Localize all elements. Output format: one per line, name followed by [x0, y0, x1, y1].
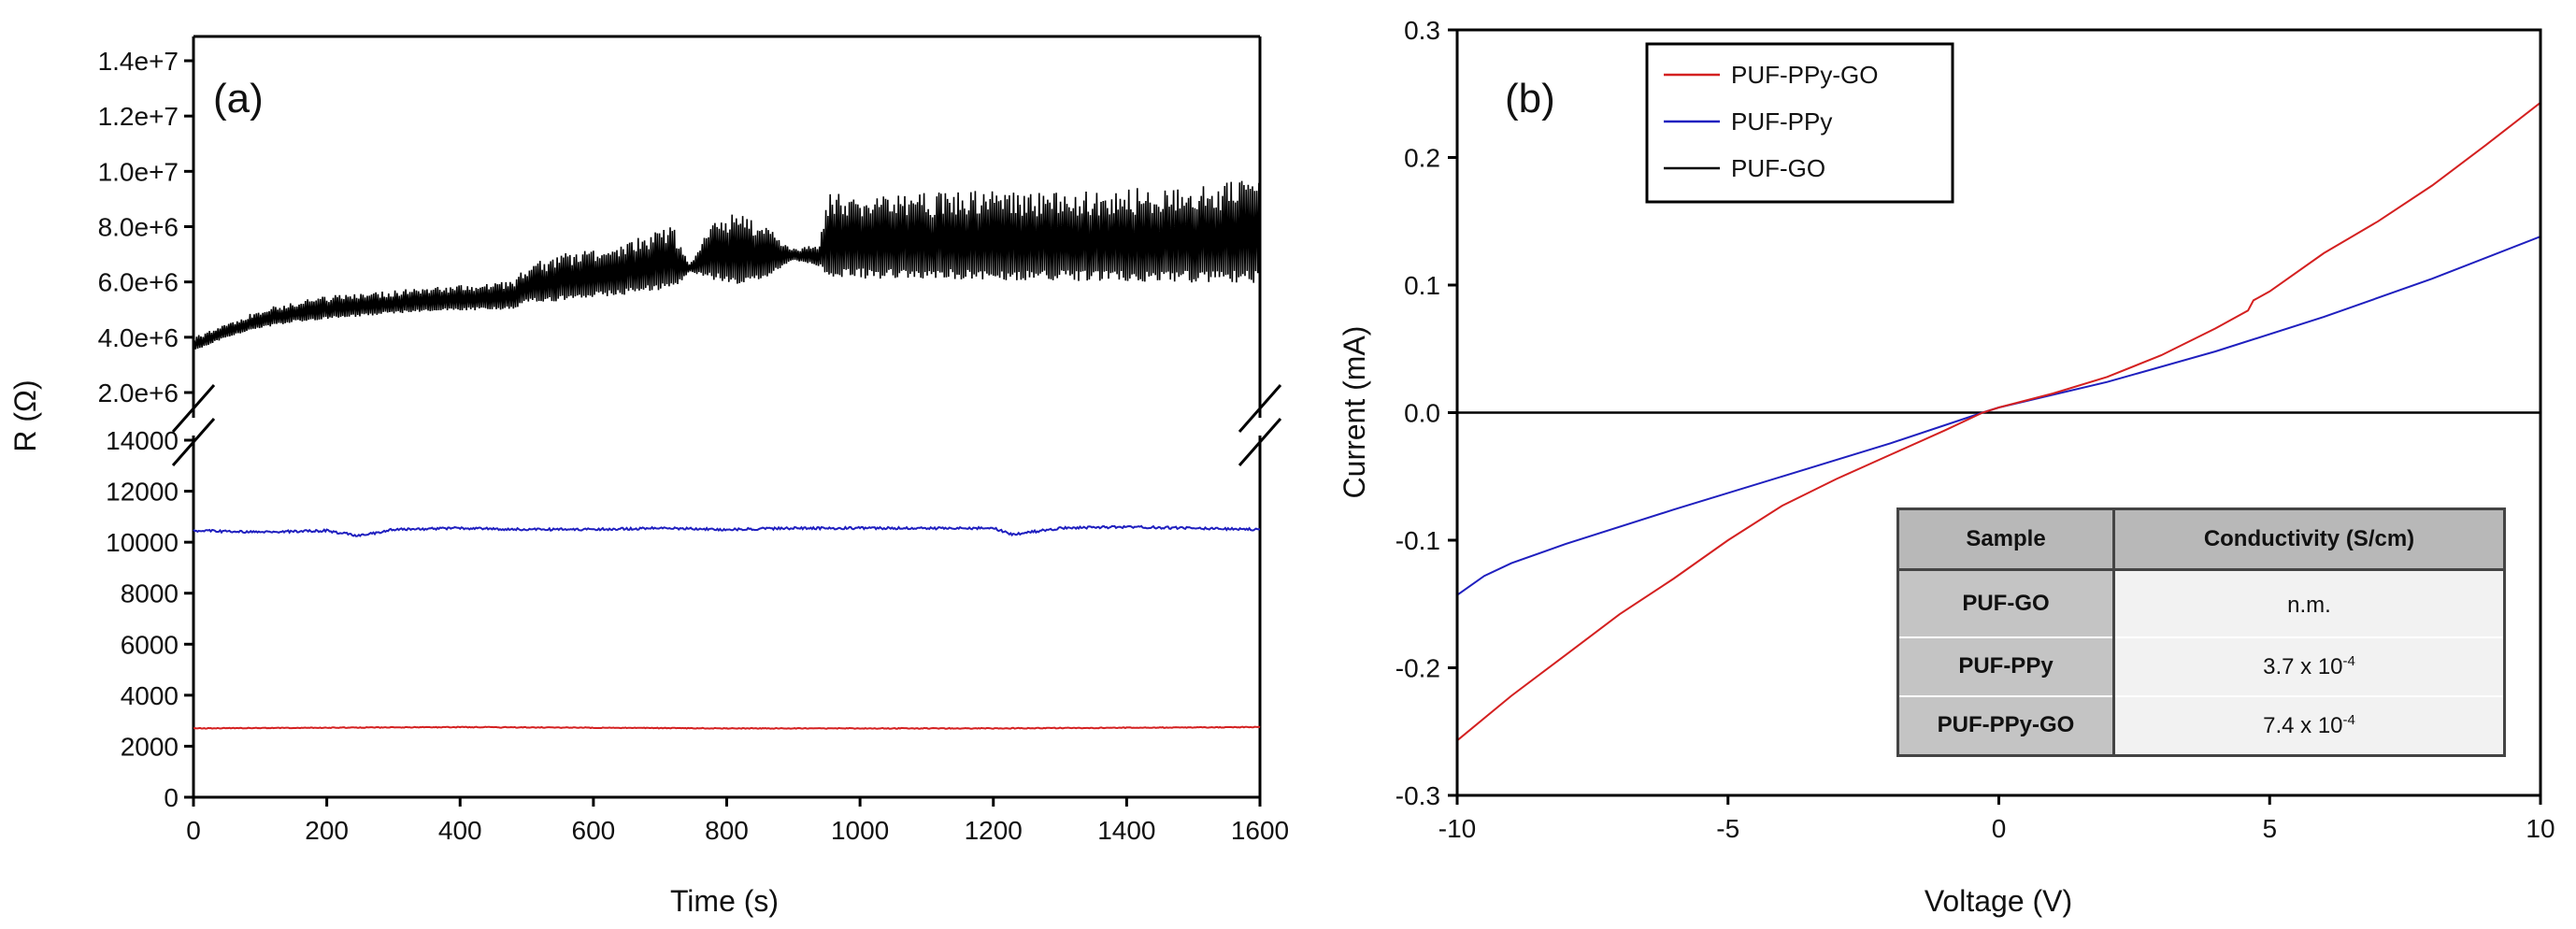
- table-cell-sample: PUF-PPy-GO: [1898, 696, 2114, 756]
- y-tick-label: 0: [164, 783, 179, 812]
- y-tick-label: 8.0e+6: [98, 213, 179, 242]
- panel-a-xlabel: Time (s): [670, 884, 779, 918]
- panel-b: (b) Voltage (V) Current (mA) PUF-PPy-GO …: [1338, 16, 2555, 918]
- x-tick-label: -5: [1716, 814, 1739, 843]
- x-tick-label: -10: [1438, 814, 1476, 843]
- y-tick-label: 1.4e+7: [98, 47, 179, 76]
- table-row: PUF-PPy-GO 7.4 x 10-4: [1898, 696, 2505, 756]
- x-tick-label: 400: [438, 816, 482, 845]
- y-tick-label: -0.3: [1395, 781, 1440, 810]
- y-tick-label: 2000: [121, 732, 179, 761]
- table-cell-sample: PUF-PPy: [1898, 637, 2114, 696]
- legend-label-puf-ppy: PUF-PPy: [1731, 107, 1832, 136]
- x-tick-label: 1200: [965, 816, 1023, 845]
- legend-label-puf-ppy-go: PUF-PPy-GO: [1731, 61, 1878, 89]
- table-row: PUF-GO n.m.: [1898, 570, 2505, 637]
- panel-a-ylabel: R (Ω): [8, 379, 42, 451]
- y-tick-label: 1.0e+7: [98, 157, 179, 186]
- table-cell-sample: PUF-GO: [1898, 570, 2114, 637]
- x-tick-label: 0: [186, 816, 201, 845]
- x-tick-label: 800: [705, 816, 749, 845]
- x-tick-label: 1600: [1231, 816, 1289, 845]
- y-tick-label: 14000: [106, 426, 179, 455]
- x-tick-label: 1400: [1097, 816, 1155, 845]
- panel-b-xlabel: Voltage (V): [1925, 884, 2072, 918]
- series-line-black: [193, 181, 1260, 350]
- series-line-blue: [193, 526, 1260, 536]
- x-tick-label: 10: [2526, 814, 2555, 843]
- y-tick-label: 0.3: [1404, 16, 1440, 45]
- y-tick-label: 0.0: [1404, 399, 1440, 428]
- legend: PUF-PPy-GO PUF-PPy PUF-GO: [1647, 44, 1953, 202]
- y-tick-label: 4000: [121, 681, 179, 710]
- panel-b-label: (b): [1505, 76, 1555, 121]
- panel-b-ylabel: Current (mA): [1338, 326, 1371, 499]
- table-cell-conductivity: 3.7 x 10-4: [2114, 637, 2505, 696]
- y-tick-label: 10000: [106, 528, 179, 557]
- y-tick-label: 2.0e+6: [98, 379, 179, 407]
- series-line-red: [193, 727, 1260, 729]
- y-tick-label: 1.2e+7: [98, 102, 179, 131]
- panel-a-label: (a): [213, 76, 264, 121]
- y-tick-label: 8000: [121, 579, 179, 608]
- conductivity-value: 3.7 x 10: [2263, 654, 2342, 679]
- y-tick-label: -0.1: [1395, 526, 1440, 555]
- y-tick-label: 0.1: [1404, 271, 1440, 300]
- y-tick-label: 0.2: [1404, 144, 1440, 173]
- table-header-sample: Sample: [1898, 509, 2114, 570]
- x-tick-label: 200: [305, 816, 349, 845]
- x-tick-label: 600: [572, 816, 616, 845]
- y-tick-label: 6.0e+6: [98, 268, 179, 297]
- legend-label-puf-go: PUF-GO: [1731, 154, 1825, 182]
- conductivity-value: 7.4 x 10: [2263, 713, 2342, 738]
- y-tick-label: -0.2: [1395, 654, 1440, 683]
- x-tick-label: 5: [2262, 814, 2277, 843]
- table-cell-conductivity: n.m.: [2114, 570, 2505, 637]
- conductivity-table: Sample Conductivity (S/cm) PUF-GO n.m. P…: [1896, 507, 2506, 757]
- y-tick-label: 12000: [106, 478, 179, 507]
- y-tick-label: 4.0e+6: [98, 323, 179, 352]
- conductivity-exponent: -4: [2343, 712, 2355, 728]
- x-tick-label: 0: [1992, 814, 2007, 843]
- table-row: PUF-PPy 3.7 x 10-4: [1898, 637, 2505, 696]
- conductivity-exponent: -4: [2343, 653, 2355, 669]
- y-tick-label: 6000: [121, 630, 179, 659]
- conductivity-value: n.m.: [2287, 593, 2331, 618]
- table-header-conductivity: Conductivity (S/cm): [2114, 509, 2505, 570]
- panel-a: (a) Time (s) R (Ω) 0 200 400 600 800 1000 1200…: [8, 36, 1289, 918]
- table-cell-conductivity: 7.4 x 10-4: [2114, 696, 2505, 756]
- x-tick-label: 1000: [831, 816, 889, 845]
